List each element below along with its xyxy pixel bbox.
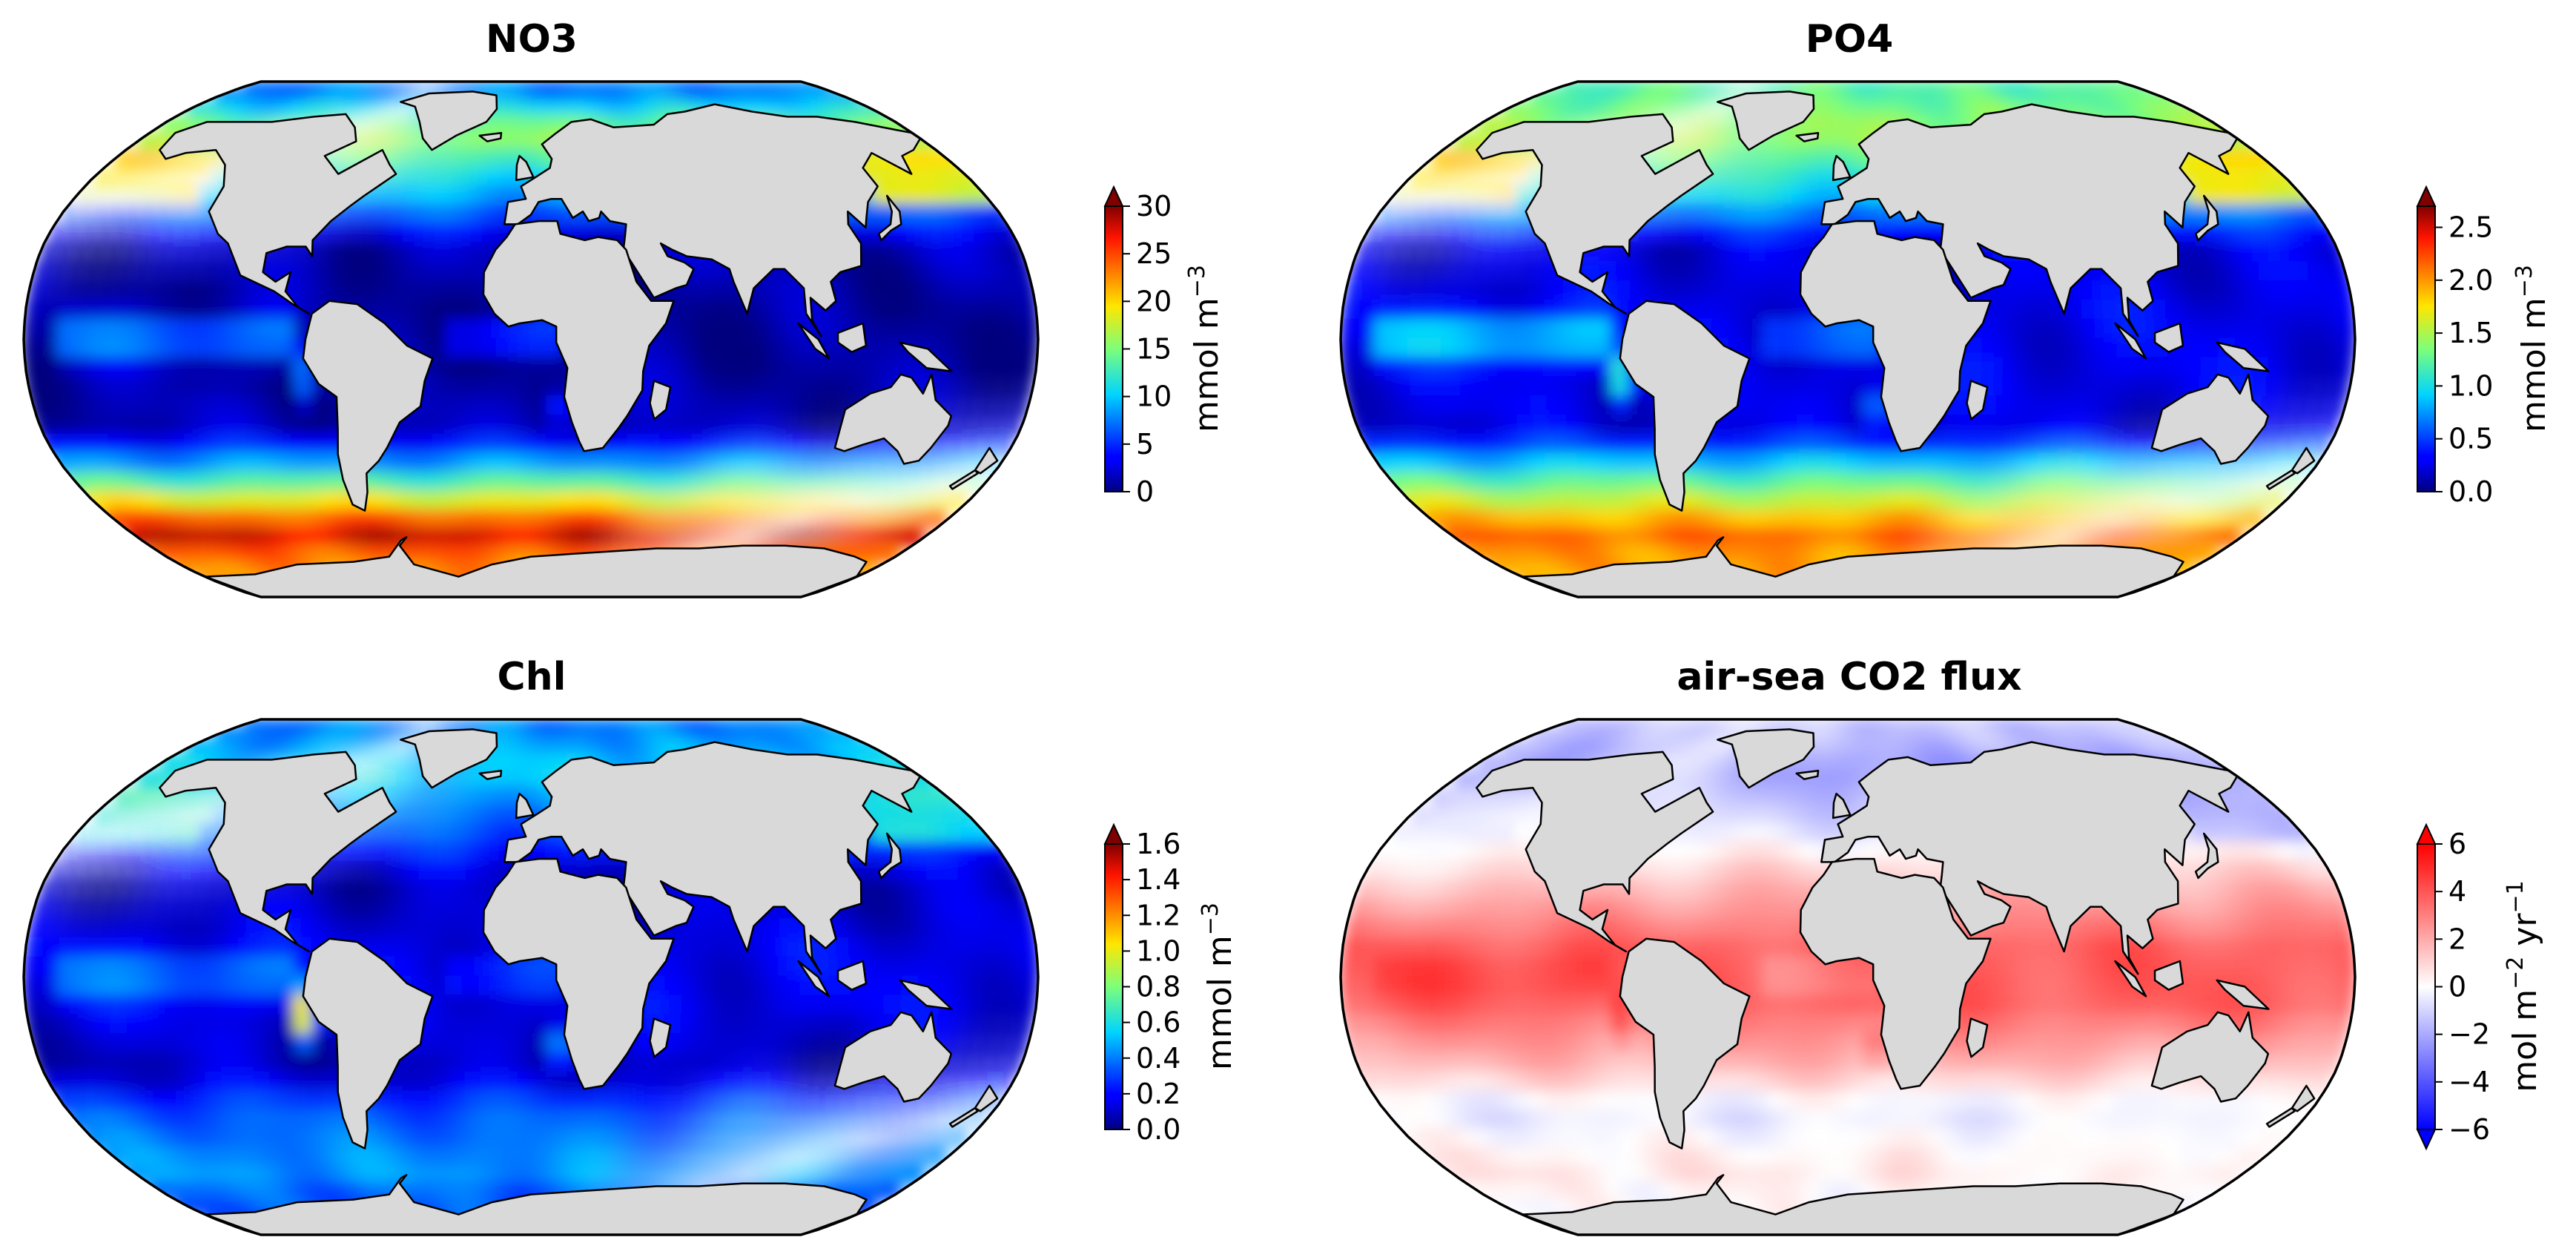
panel-po4: PO4 0.0 0.5 1.0 1.5 2.0 2.5 mmol m−3 <box>1339 17 2553 598</box>
colorbar-tick-label: 2.5 <box>2448 211 2493 244</box>
colorbar-tick-label: 0.5 <box>2448 423 2493 455</box>
panel-no3: NO3 0 5 10 15 20 25 30 mmol m−3 <box>22 17 1226 598</box>
colorbar-tick-label: −2 <box>2448 1018 2490 1051</box>
colorbar-tick-label: 0.8 <box>1136 971 1180 1003</box>
panel-title-no3: NO3 <box>486 17 578 62</box>
map-no3 <box>22 80 1040 598</box>
colorbar-tick-label: 1.6 <box>1136 828 1180 860</box>
colorbar-tick-label: 1.0 <box>1136 934 1180 967</box>
colorbar-tick-label: 4 <box>2448 875 2466 908</box>
colorbar-extend-min-co2flux <box>2416 1129 2437 1151</box>
panel-title-chl: Chl <box>497 655 566 699</box>
land-no3 <box>159 90 999 597</box>
ocean-field-chl <box>24 719 1038 1235</box>
map-boundary-co2flux <box>1339 718 2357 1236</box>
colorbar-tick-label: 6 <box>2448 828 2466 860</box>
land-co2flux <box>1476 728 2316 1235</box>
colorbar-tick-label: −6 <box>2448 1113 2490 1146</box>
colorbar-tick-label: 1.0 <box>2448 369 2493 402</box>
panel-co2flux: air-sea CO2 flux 6 4 2 0 −2 −4 −6 mol m−2 yr−1 <box>1339 655 2544 1236</box>
colorbar-tick-label: 10 <box>1136 380 1172 413</box>
colorbar-extend-max-co2flux <box>2416 822 2437 845</box>
colorbar-tick-label: −4 <box>2448 1066 2490 1098</box>
colorbar-bar-po4 <box>2417 205 2436 492</box>
colorbar-tick-label: 1.4 <box>1136 863 1180 896</box>
colorbar-tick-label: 20 <box>1136 285 1172 317</box>
colorbar-extend-max-no3 <box>1103 185 1124 207</box>
colorbar-label-chl: mmol m−3 <box>1198 903 1239 1070</box>
colorbar-po4: 0.0 0.5 1.0 1.5 2.0 2.5 <box>2416 185 2493 508</box>
colorbar-bar-no3 <box>1104 205 1123 492</box>
colorbar-tick-label: 30 <box>1136 190 1172 222</box>
map-chl <box>22 718 1040 1236</box>
colorbar-tick-label: 25 <box>1136 237 1172 270</box>
colorbar-tick-label: 0.0 <box>2448 475 2493 508</box>
colorbar-tick-label: 0.6 <box>1136 1006 1180 1039</box>
panel-title-po4: PO4 <box>1806 17 1894 62</box>
colorbar-tick-label: 2 <box>2448 923 2466 955</box>
colorbar-tick-label: 1.5 <box>2448 317 2493 349</box>
colorbar-extend-max-chl <box>1103 822 1124 845</box>
colorbar-label-co2flux: mol m−2 yr−1 <box>2503 880 2544 1092</box>
panel-chl: Chl 0.00.20.40.60.8 1.01.21.41.6 mmol m−3 <box>22 655 1239 1236</box>
colorbar-tick-label: 0.0 <box>1136 1113 1180 1146</box>
colorbar-tick-label: 1.2 <box>1136 899 1180 931</box>
land-chl <box>159 728 999 1235</box>
colorbar-tick-label: 15 <box>1136 333 1172 366</box>
land-po4 <box>1476 90 2316 597</box>
ocean-field-co2flux <box>1341 719 2355 1235</box>
map-boundary-chl <box>22 718 1040 1236</box>
colorbar-tick-label: 0 <box>1136 475 1154 508</box>
ocean-field-po4 <box>1341 82 2355 597</box>
map-boundary-no3 <box>22 80 1040 598</box>
colorbar-tick-label: 5 <box>1136 428 1154 461</box>
map-boundary-po4 <box>1339 80 2357 598</box>
colorbar-tick-label: 0.4 <box>1136 1042 1180 1075</box>
colorbar-bar-chl <box>1104 843 1123 1130</box>
map-po4 <box>1339 80 2357 598</box>
colorbar-tick-label: 0.2 <box>1136 1078 1180 1110</box>
colorbar-label-po4: mmol m−3 <box>2511 265 2553 432</box>
colorbar-chl: 0.00.20.40.60.8 1.01.21.41.6 <box>1103 822 1180 1146</box>
colorbar-extend-max-po4 <box>2416 185 2437 207</box>
colorbar-label-no3: mmol m−3 <box>1184 265 1226 432</box>
colorbar-tick-label: 0 <box>2448 971 2466 1003</box>
panel-title-co2flux: air-sea CO2 flux <box>1677 655 2021 699</box>
colorbar-bar-co2flux <box>2417 843 2436 1130</box>
colorbar-no3: 0 5 10 15 20 25 30 <box>1103 185 1172 508</box>
colorbar-co2flux: 6 4 2 0 −2 −4 −6 <box>2416 822 2490 1151</box>
ocean-field-no3 <box>24 82 1038 597</box>
colorbar-tick-label: 2.0 <box>2448 264 2493 297</box>
map-co2flux <box>1339 718 2357 1236</box>
